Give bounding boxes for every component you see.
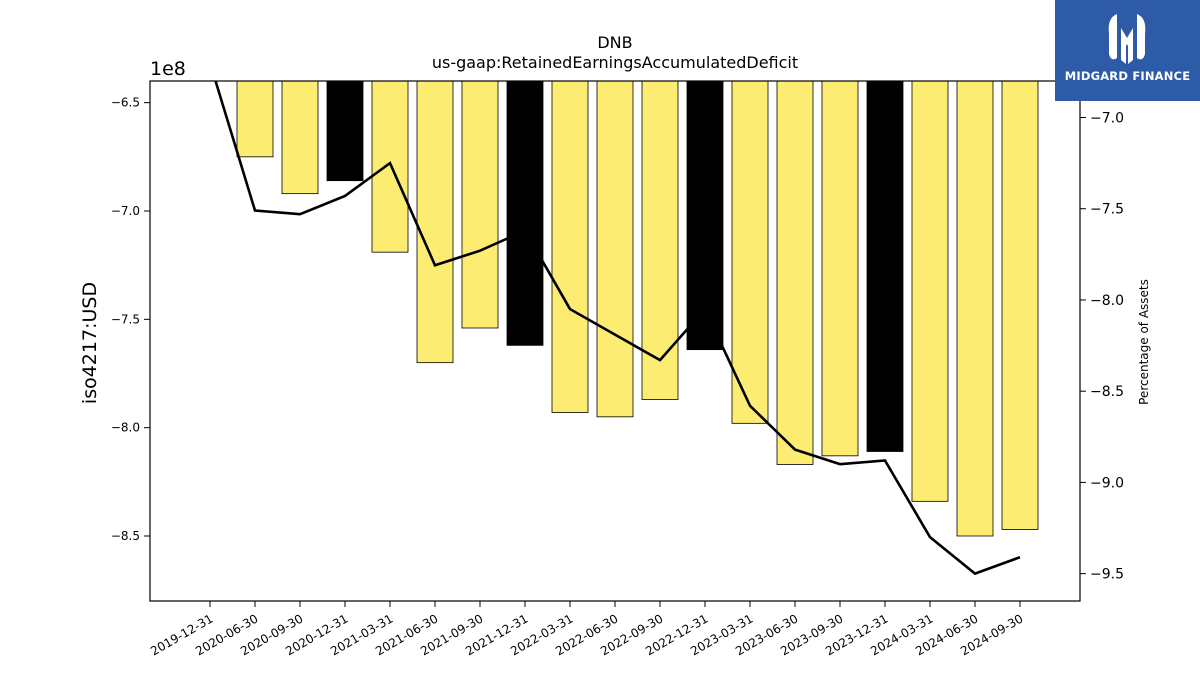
y2-tick-label: −7.5 — [1090, 202, 1124, 218]
y2-tick-label: −8.5 — [1090, 384, 1124, 400]
bar-2024-03-31 — [911, 80, 949, 502]
bar-2022-06-30 — [596, 80, 634, 418]
bar-2024-06-30 — [956, 80, 994, 537]
y2-axis-label: Percentage of Assets — [1137, 279, 1151, 405]
bar-2020-12-31 — [326, 80, 364, 182]
y-axis-label: iso4217:USD — [79, 282, 101, 404]
plot-area: −6.5 −7.0 −7.5 −8.0 −8.5 −7.0 −7.5 −8.0 −8.5 −9.0… — [111, 80, 1124, 658]
y-tick-label: −6.5 — [111, 96, 140, 110]
bar-2022-03-31 — [551, 80, 589, 413]
bar-2021-06-30 — [416, 80, 454, 364]
chart-title: DNB — [597, 33, 632, 52]
bar-2023-12-31 — [866, 80, 904, 452]
bar-2021-03-31 — [371, 80, 409, 253]
bar-2021-12-31 — [506, 80, 544, 346]
brand-logo: MIDGARD FINANCE — [1055, 0, 1200, 101]
y2-tick-label: −9.0 — [1090, 475, 1124, 491]
y-tick-label: −7.0 — [111, 204, 140, 218]
bar-2023-09-30 — [821, 80, 859, 457]
bar-2024-09-30 — [1001, 80, 1039, 530]
bar-2023-03-31 — [731, 80, 769, 424]
y-tick-label: −8.0 — [111, 421, 140, 435]
y2-tick-label: −7.0 — [1090, 110, 1124, 126]
bar-2021-09-30 — [461, 80, 499, 329]
bar-2020-06-30 — [236, 80, 274, 158]
bar-2022-12-31 — [686, 80, 724, 351]
y2-tick-label: −9.5 — [1090, 567, 1124, 583]
y2-tick-label: −8.0 — [1090, 293, 1124, 309]
y-tick-label: −7.5 — [111, 312, 140, 326]
bar-2020-09-30 — [281, 80, 319, 195]
percentage-of-assets-line — [214, 81, 1021, 576]
midgard-logo-icon — [1108, 14, 1146, 64]
y-offset-label: 1e8 — [150, 58, 186, 80]
logo-text: MIDGARD FINANCE — [1064, 69, 1191, 83]
chart-subtitle: us-gaap:RetainedEarningsAccumulatedDefic… — [432, 53, 798, 72]
bar-2023-06-30 — [776, 80, 814, 465]
y-tick-label: −8.5 — [111, 529, 140, 543]
